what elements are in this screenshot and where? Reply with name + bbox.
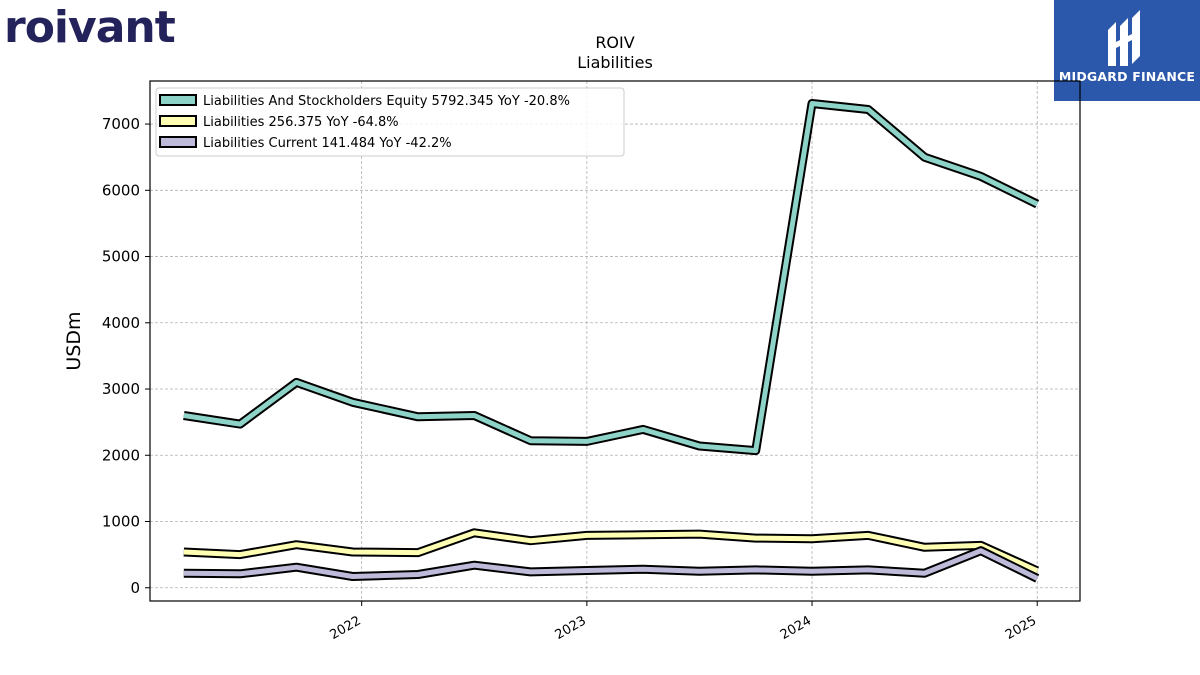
y-tick-label: 0 [130, 579, 140, 597]
x-tick-label: 2025 [1003, 613, 1039, 643]
plot-frame [149, 80, 1081, 602]
series-lines [183, 99, 1040, 583]
x-tick-label: 2022 [328, 613, 364, 643]
y-tick-label: 1000 [102, 513, 140, 531]
chart-title: ROIV [595, 33, 634, 52]
roivant-logo: roivant [4, 2, 176, 53]
x-axis-ticks: 2022 2023 2024 2025 [328, 601, 1039, 643]
legend-swatch-2 [159, 136, 197, 148]
midgard-finance-label: MIDGARD FINANCE [1058, 69, 1196, 84]
legend-label-1: Liabilities 256.375 YoY -64.8% [203, 115, 399, 130]
grid-lines [150, 81, 1080, 601]
y-tick-label: 6000 [102, 181, 140, 199]
midgard-finance-logo: MIDGARD FINANCE [1054, 0, 1200, 101]
series-line-0 [183, 101, 1039, 454]
legend-label-2: Liabilities Current 141.484 YoY -42.2% [203, 136, 452, 151]
y-tick-label: 7000 [102, 115, 140, 133]
y-axis-label: USDm [63, 311, 85, 370]
midgard-mark-icon [1108, 10, 1140, 66]
y-tick-label: 5000 [102, 248, 140, 266]
series-line-2 [183, 548, 1039, 581]
y-tick-label: 2000 [102, 446, 140, 464]
legend-swatch-0 [159, 94, 197, 106]
y-tick-label: 3000 [102, 380, 140, 398]
legend: Liabilities And Stockholders Equity 5792… [155, 87, 625, 157]
series-line-1 [183, 530, 1039, 574]
legend-label-0: Liabilities And Stockholders Equity 5792… [203, 94, 570, 109]
series-outline-1 [183, 528, 1040, 575]
legend-swatch-1 [159, 115, 197, 127]
y-axis-ticks: 0 1000 2000 3000 4000 5000 6000 7000 [102, 115, 150, 597]
y-tick-label: 4000 [102, 314, 140, 332]
x-tick-label: 2023 [553, 613, 589, 643]
chart-subtitle: Liabilities [577, 53, 653, 72]
legend-box [155, 87, 625, 157]
x-tick-label: 2024 [778, 613, 814, 643]
